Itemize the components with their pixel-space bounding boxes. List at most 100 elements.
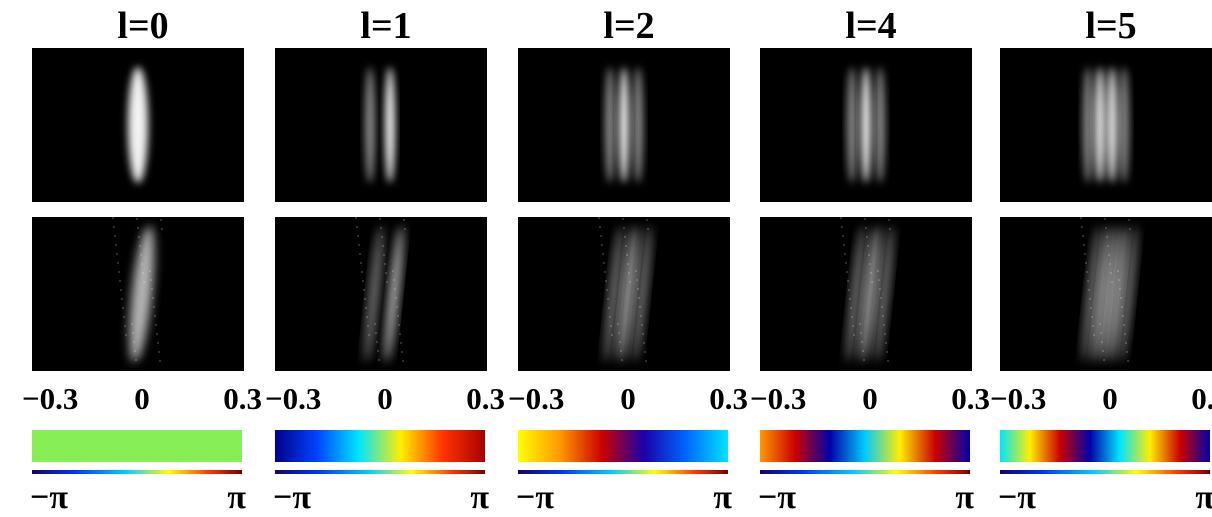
phase-map [760,430,970,462]
speckle [636,279,638,281]
speckle [141,263,143,265]
speckle [626,254,628,256]
speckle [142,272,144,274]
speckle [400,342,402,344]
panel-title: l=1 [360,5,412,47]
speckle [1110,272,1112,274]
speckle [161,228,163,230]
speckle [617,323,619,325]
speckle [640,315,642,317]
speckle [624,236,626,238]
tick-label: 0.3 [466,381,505,416]
speckle [608,307,610,309]
intensity-lobe [847,226,865,362]
phase-colorbar [32,470,242,474]
speckle [1128,219,1130,221]
speckle [386,281,388,283]
speckle [401,351,403,353]
speckle [625,245,627,247]
x-axis-ticks: −0.3 0 0.3 [990,382,1212,426]
speckle [136,218,138,220]
speckle [1087,280,1089,282]
speckle [888,219,890,221]
speckle [155,324,157,326]
speckle [1126,351,1128,353]
speckle [121,298,123,300]
speckle [402,360,404,362]
speckle [868,254,870,256]
speckle [849,298,851,300]
experimental-intensity-image [275,217,487,371]
speckle [606,289,608,291]
tick-label: −0.3 [265,381,322,416]
speckle [622,218,624,220]
intensity-lobe [619,67,629,183]
simulated-intensity-image [32,48,244,202]
speckle [878,279,880,281]
phase-map [1000,430,1210,462]
speckle [1086,271,1088,273]
intensity-lobe [365,226,383,362]
speckle [124,325,126,327]
tick-label: −0.3 [990,381,1047,416]
phase-min-label: −π [998,479,1037,516]
speckle [638,297,640,299]
speckle [609,316,611,318]
speckle [1129,228,1131,230]
speckle [639,306,641,308]
speckle [1083,244,1085,246]
speckle [1089,298,1091,300]
speckle [645,360,647,362]
speckle [1104,218,1106,220]
speckle [1090,307,1092,309]
intensity-lobe [875,67,885,183]
speckle [610,325,612,327]
x-axis-ticks: −0.3 0 0.3 [508,382,748,426]
speckle [1082,235,1084,237]
speckle [404,228,406,230]
speckle [883,324,885,326]
speckle [871,281,873,283]
speckle [1109,263,1111,265]
speckle [841,226,843,228]
speckle [629,281,631,283]
experimental-intensity-image [32,217,244,371]
intensity-lobe [861,67,871,183]
speckle [114,235,116,237]
speckle [852,325,854,327]
speckle [396,306,398,308]
speckle [149,270,151,272]
speckle [397,315,399,317]
speckle [116,253,118,255]
x-axis-ticks: −0.3 0 0.3 [750,382,990,426]
speckle [113,226,115,228]
speckle [134,350,136,352]
speckle [861,341,863,343]
speckle [122,307,124,309]
speckle [884,333,886,335]
simulated-intensity-image [760,48,972,202]
speckle [643,342,645,344]
intensity-lobe [385,67,395,183]
tick-label: 0 [134,381,150,416]
speckle [160,219,162,221]
speckle [843,244,845,246]
speckle [641,324,643,326]
speckle [869,263,871,265]
speckle [120,289,122,291]
speckle [359,253,361,255]
speckle [1108,254,1110,256]
tick-label: 0.3 [709,381,748,416]
speckle [866,236,868,238]
speckle [403,219,405,221]
speckle [367,325,369,327]
speckle [1099,323,1101,325]
speckle [395,297,397,299]
speckle [601,244,603,246]
speckle [143,281,145,283]
intensity-lobe [605,67,615,183]
speckle [623,227,625,229]
speckle [123,316,125,318]
speckle [1093,334,1095,336]
speckle [607,298,609,300]
